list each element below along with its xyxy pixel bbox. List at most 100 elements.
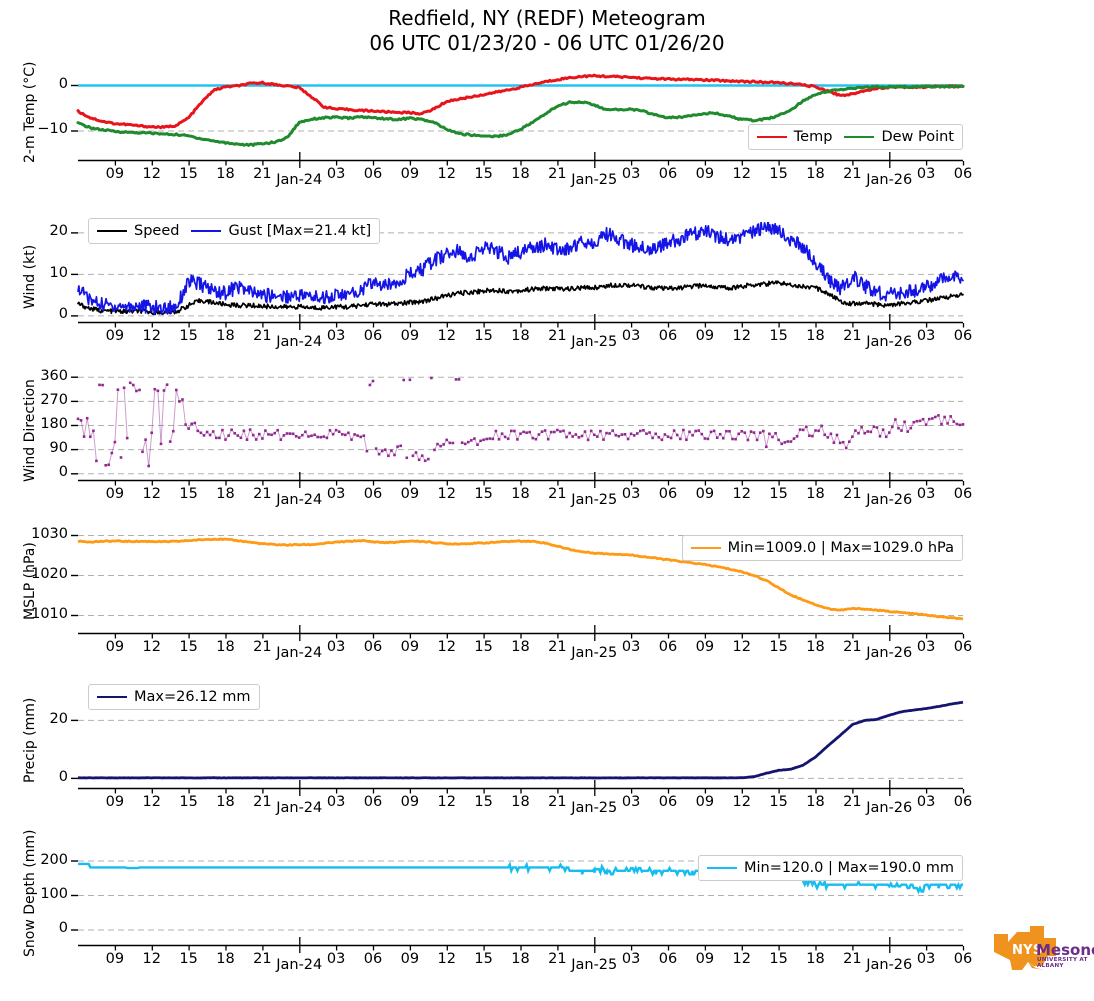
x-tick-label: 15 xyxy=(769,951,788,967)
legend-wind[interactable]: Speed Gust [Max=21.4 kt] xyxy=(88,218,381,244)
x-tick-label: 09 xyxy=(400,794,420,810)
x-tick-label: Jan-26 xyxy=(866,800,913,816)
y-tick-label: 0 xyxy=(58,920,68,937)
series-wind-direction-lines xyxy=(77,378,964,467)
nys-mesonet-logo: NYS Mesonet UNIVERSITY AT ALBANY xyxy=(984,922,1094,978)
x-tick-label: 18 xyxy=(216,166,235,182)
logo-university-text: UNIVERSITY AT ALBANY xyxy=(1037,957,1088,969)
series-snow-depth xyxy=(78,861,963,895)
y-tick-label: 100 xyxy=(40,886,68,902)
x-tick-label: 09 xyxy=(400,639,420,655)
x-tick-label: 18 xyxy=(806,639,825,655)
x-tick-label: 21 xyxy=(548,486,567,502)
x-tick-label: 15 xyxy=(179,794,198,810)
x-tick-label: 09 xyxy=(105,794,125,810)
legend-swatch-icon xyxy=(191,230,222,232)
x-tick-label: 18 xyxy=(511,486,530,502)
legend-label: Gust [Max=21.4 kt] xyxy=(228,223,372,239)
x-tick-label: 09 xyxy=(695,794,715,810)
x-tick-label: 03 xyxy=(916,951,936,967)
legend-label: Speed xyxy=(134,223,180,239)
x-tick-label: 18 xyxy=(511,794,530,810)
legend-label: Max=26.12 mm xyxy=(134,689,251,705)
x-tick-label: Jan-25 xyxy=(571,957,618,973)
x-tick-label: 18 xyxy=(806,328,825,344)
x-tick-label: 15 xyxy=(474,951,493,967)
legend-label: Dew Point xyxy=(881,129,954,145)
x-tick-label: 18 xyxy=(216,639,235,655)
x-tick-label: Jan-25 xyxy=(571,645,618,661)
panel-snow_depth: Snow Depth (mm) 0 100 200 09 12 15 18 21 Jan-24 03… xyxy=(0,829,1094,985)
x-tick-label: 18 xyxy=(216,951,235,967)
x-tick-label: 12 xyxy=(142,951,161,967)
legend-mslp[interactable]: Min=1009.0 | Max=1029.0 hPa xyxy=(681,535,963,561)
x-tick-label: 12 xyxy=(732,166,751,182)
title-line-2: 06 UTC 01/23/20 - 06 UTC 01/26/20 xyxy=(369,31,725,55)
x-tick-label: 12 xyxy=(732,794,751,810)
x-tick-label: 21 xyxy=(843,486,862,502)
x-tick-label: Jan-26 xyxy=(866,334,913,350)
x-tick-label: 21 xyxy=(253,794,272,810)
series-wind-direction-points xyxy=(76,376,965,468)
logo-graphic xyxy=(994,926,1056,970)
x-tick-label: 15 xyxy=(769,639,788,655)
x-tick-label: 15 xyxy=(179,639,198,655)
x-tick-label: 09 xyxy=(400,486,420,502)
x-tick-label: 18 xyxy=(216,328,235,344)
y-tick-label: 0 xyxy=(58,306,68,323)
y-tick-label: 270 xyxy=(40,391,68,408)
x-tick-label: 03 xyxy=(621,951,641,967)
x-tick-label: Jan-25 xyxy=(571,800,618,816)
x-tick-label: 15 xyxy=(474,328,493,344)
x-tick-label: 06 xyxy=(658,794,678,810)
x-tick-label: 03 xyxy=(916,166,936,182)
x-tick-label: 15 xyxy=(179,486,198,502)
y-tick-label: 200 xyxy=(40,851,68,868)
x-tick-label: 18 xyxy=(511,639,530,655)
plot-snow_depth xyxy=(71,860,965,953)
x-tick-label: 03 xyxy=(326,166,346,182)
legend-temperature[interactable]: Temp Dew Point xyxy=(747,124,963,150)
y-tick-label: 20 xyxy=(49,223,68,240)
x-tick-label: 21 xyxy=(548,328,567,344)
x-tick-label: 06 xyxy=(953,639,973,655)
x-tick-label: Jan-25 xyxy=(571,334,618,350)
x-tick-label: 15 xyxy=(474,486,493,502)
legend-snow_depth[interactable]: Min=120.0 | Max=190.0 mm xyxy=(698,855,963,881)
y-tick-label: 1020 xyxy=(31,566,68,582)
panel-wind: Wind (kt) 0 10 20 09 12 15 18 21 Jan-24 03 06 09 12 15… xyxy=(0,218,1094,362)
legend-precip[interactable]: Max=26.12 mm xyxy=(88,684,260,710)
x-tick-label: 21 xyxy=(253,639,272,655)
x-tick-label: 06 xyxy=(953,328,973,344)
panel-mslp: MSLP (hPa) 1010 1020 1030 09 12 15 18 21 Jan-24 03… xyxy=(0,525,1094,673)
x-tick-label: 03 xyxy=(326,328,346,344)
series-dew-point xyxy=(76,84,965,147)
x-tick-label: 06 xyxy=(363,951,383,967)
x-tick-label: 18 xyxy=(806,951,825,967)
y-tick-label: 1030 xyxy=(31,526,68,542)
series-temp xyxy=(76,73,965,130)
legend-swatch-icon xyxy=(707,867,737,869)
x-tick-label: Jan-24 xyxy=(276,800,323,816)
series-speed xyxy=(77,280,964,316)
x-tick-label: 09 xyxy=(105,486,125,502)
x-tick-label: 18 xyxy=(806,166,825,182)
x-tick-label: 12 xyxy=(732,639,751,655)
x-tick-label: 03 xyxy=(621,486,641,502)
x-tick-label: 06 xyxy=(658,486,678,502)
x-tick-label: 06 xyxy=(363,639,383,655)
x-tick-label: 09 xyxy=(695,639,715,655)
x-tick-label: 21 xyxy=(253,328,272,344)
x-tick-label: 03 xyxy=(326,794,346,810)
x-tick-label: 21 xyxy=(843,794,862,810)
x-tick-label: 15 xyxy=(474,166,493,182)
x-tick-label: 21 xyxy=(548,166,567,182)
logo-nys-text: NYS xyxy=(1012,943,1043,958)
x-tick-label: Jan-25 xyxy=(571,172,618,188)
panel-temperature: 2-m Temp (°C) 0 −10 09 12 15 18 21 Jan-24 03 06 09 1… xyxy=(0,60,1094,200)
x-tick-label: 15 xyxy=(179,328,198,344)
x-tick-label: Jan-26 xyxy=(866,957,913,973)
legend-swatch-icon xyxy=(690,547,721,549)
legend-label: Min=120.0 | Max=190.0 mm xyxy=(744,860,954,876)
x-tick-label: 06 xyxy=(658,951,678,967)
